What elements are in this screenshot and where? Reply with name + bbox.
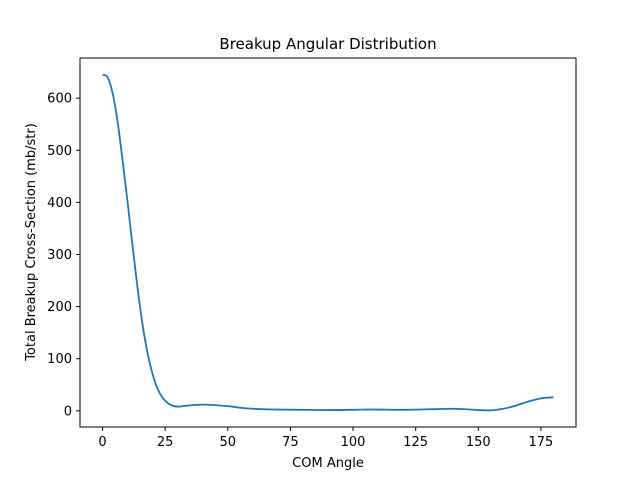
y-tick-label: 200 <box>47 300 72 315</box>
plot-frame <box>79 57 577 428</box>
y-tick-label: 300 <box>47 248 72 263</box>
chart-title: Breakup Angular Distribution <box>219 35 436 53</box>
x-tick-label: 50 <box>220 435 237 450</box>
y-tick-label: 600 <box>47 92 72 107</box>
x-tick-label: 25 <box>157 435 174 450</box>
y-tick-label: 400 <box>47 196 72 211</box>
y-tick-label: 100 <box>47 352 72 367</box>
x-tick-label: 175 <box>529 435 554 450</box>
x-axis-label: COM Angle <box>292 456 364 471</box>
y-tick-label: 0 <box>64 404 72 419</box>
y-tick-label: 500 <box>47 144 72 159</box>
x-tick-label: 75 <box>282 435 299 450</box>
y-axis-label: Total Breakup Cross-Section (mb/str) <box>24 123 39 362</box>
x-tick-label: 150 <box>466 435 491 450</box>
series-line <box>102 73 554 412</box>
x-tick-label: 100 <box>341 435 366 450</box>
x-tick-label: 0 <box>98 435 106 450</box>
axis-ticks: 0 25 50 75 100 125 150 175 0 100 200 300 400 500 600 <box>47 92 553 450</box>
x-tick-label: 125 <box>403 435 428 450</box>
